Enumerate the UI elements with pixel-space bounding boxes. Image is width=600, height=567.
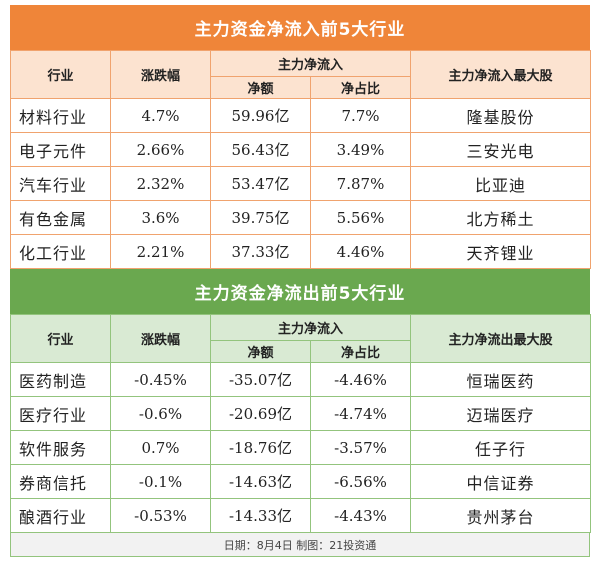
- inflow-table: 行业 涨跌幅 主力净流入 主力净流入最大股 净额 净占比 材料行业 4.7% 5…: [10, 50, 592, 269]
- top-stock-cell: 比亚迪: [410, 166, 592, 201]
- net-amount-cell: -35.07亿: [210, 362, 311, 397]
- outflow-table: 行业 涨跌幅 主力净流入 主力净流出最大股 净额 净占比 医药制造 -0.45%…: [10, 314, 592, 533]
- top-stock-cell: 恒瑞医药: [410, 362, 592, 397]
- change-cell: 2.21%: [110, 234, 211, 269]
- industry-cell: 汽车行业: [10, 166, 111, 201]
- net-amount-cell: -18.76亿: [210, 430, 311, 465]
- table-row: 材料行业 4.7% 59.96亿 7.7% 隆基股份: [10, 98, 592, 133]
- inflow-header-change: 涨跌幅: [110, 50, 211, 99]
- outflow-header-net-amount: 净额: [210, 340, 311, 363]
- inflow-header-top-stock: 主力净流入最大股: [410, 50, 592, 99]
- net-amount-cell: -14.33亿: [210, 498, 311, 533]
- net-ratio-cell: 7.87%: [309, 166, 412, 201]
- net-amount-cell: 37.33亿: [210, 234, 311, 269]
- net-ratio-cell: -4.74%: [309, 396, 412, 431]
- change-cell: -0.1%: [110, 464, 211, 499]
- net-ratio-cell: 4.46%: [309, 234, 412, 269]
- top-stock-cell: 三安光电: [410, 132, 592, 167]
- table-row: 券商信托 -0.1% -14.63亿 -6.56% 中信证券: [10, 464, 592, 499]
- net-amount-cell: 59.96亿: [210, 98, 311, 133]
- table-row: 有色金属 3.6% 39.75亿 5.56% 北方稀土: [10, 200, 592, 235]
- outflow-title-banner: 主力资金净流出前5大行业: [10, 269, 590, 314]
- top-stock-cell: 迈瑞医疗: [410, 396, 592, 431]
- change-cell: -0.53%: [110, 498, 211, 533]
- net-ratio-cell: 3.49%: [309, 132, 412, 167]
- top-stock-cell: 任子行: [410, 430, 592, 465]
- table-row: 医疗行业 -0.6% -20.69亿 -4.74% 迈瑞医疗: [10, 396, 592, 431]
- inflow-header-net-amount: 净额: [210, 76, 311, 99]
- inflow-header-net-group: 主力净流入: [209, 50, 412, 77]
- change-cell: 2.66%: [110, 132, 211, 167]
- industry-cell: 医疗行业: [10, 396, 111, 431]
- net-amount-cell: 56.43亿: [210, 132, 311, 167]
- table-row: 软件服务 0.7% -18.76亿 -3.57% 任子行: [10, 430, 592, 465]
- top-stock-cell: 隆基股份: [410, 98, 592, 133]
- net-ratio-cell: 7.7%: [309, 98, 412, 133]
- table-row: 酿酒行业 -0.53% -14.33亿 -4.43% 贵州茅台: [10, 498, 592, 533]
- top-stock-cell: 贵州茅台: [410, 498, 592, 533]
- change-cell: 0.7%: [110, 430, 211, 465]
- net-ratio-cell: 5.56%: [309, 200, 412, 235]
- inflow-header-row: 行业 涨跌幅 主力净流入 主力净流入最大股: [10, 50, 592, 99]
- outflow-header-industry: 行业: [10, 314, 111, 363]
- inflow-header-industry: 行业: [10, 50, 111, 99]
- table-row: 电子元件 2.66% 56.43亿 3.49% 三安光电: [10, 132, 592, 167]
- net-amount-cell: 39.75亿: [210, 200, 311, 235]
- table-row: 汽车行业 2.32% 53.47亿 7.87% 比亚迪: [10, 166, 592, 201]
- net-amount-cell: -20.69亿: [210, 396, 311, 431]
- inflow-title-banner: 主力资金净流入前5大行业: [10, 5, 590, 50]
- net-ratio-cell: -3.57%: [309, 430, 412, 465]
- outflow-header-net-ratio: 净占比: [309, 340, 412, 363]
- change-cell: 3.6%: [110, 200, 211, 235]
- industry-cell: 化工行业: [10, 234, 111, 269]
- industry-cell: 电子元件: [10, 132, 111, 167]
- outflow-header-top-stock: 主力净流出最大股: [410, 314, 592, 363]
- industry-cell: 软件服务: [10, 430, 111, 465]
- inflow-header-net-ratio: 净占比: [309, 76, 412, 99]
- table-row: 化工行业 2.21% 37.33亿 4.46% 天齐锂业: [10, 234, 592, 269]
- table-row: 医药制造 -0.45% -35.07亿 -4.46% 恒瑞医药: [10, 362, 592, 397]
- outflow-header-row: 行业 涨跌幅 主力净流入 主力净流出最大股: [10, 314, 592, 363]
- net-ratio-cell: -4.46%: [309, 362, 412, 397]
- change-cell: 2.32%: [110, 166, 211, 201]
- change-cell: 4.7%: [110, 98, 211, 133]
- industry-cell: 酿酒行业: [10, 498, 111, 533]
- net-ratio-cell: -6.56%: [309, 464, 412, 499]
- industry-cell: 医药制造: [10, 362, 111, 397]
- industry-cell: 券商信托: [10, 464, 111, 499]
- net-amount-cell: 53.47亿: [210, 166, 311, 201]
- top-stock-cell: 天齐锂业: [410, 234, 592, 269]
- net-ratio-cell: -4.43%: [309, 498, 412, 533]
- net-amount-cell: -14.63亿: [210, 464, 311, 499]
- outflow-header-net-group: 主力净流入: [209, 314, 412, 341]
- top-stock-cell: 北方稀土: [410, 200, 592, 235]
- footer-credit: 日期：8月4日 制图：21投资通: [10, 533, 590, 557]
- industry-cell: 材料行业: [10, 98, 111, 133]
- outflow-header-change: 涨跌幅: [110, 314, 211, 363]
- report-container: 主力资金净流入前5大行业 行业 涨跌幅 主力净流入 主力净流入最大股 净额 净占…: [10, 5, 592, 557]
- top-stock-cell: 中信证券: [410, 464, 592, 499]
- change-cell: -0.45%: [110, 362, 211, 397]
- industry-cell: 有色金属: [10, 200, 111, 235]
- change-cell: -0.6%: [110, 396, 211, 431]
